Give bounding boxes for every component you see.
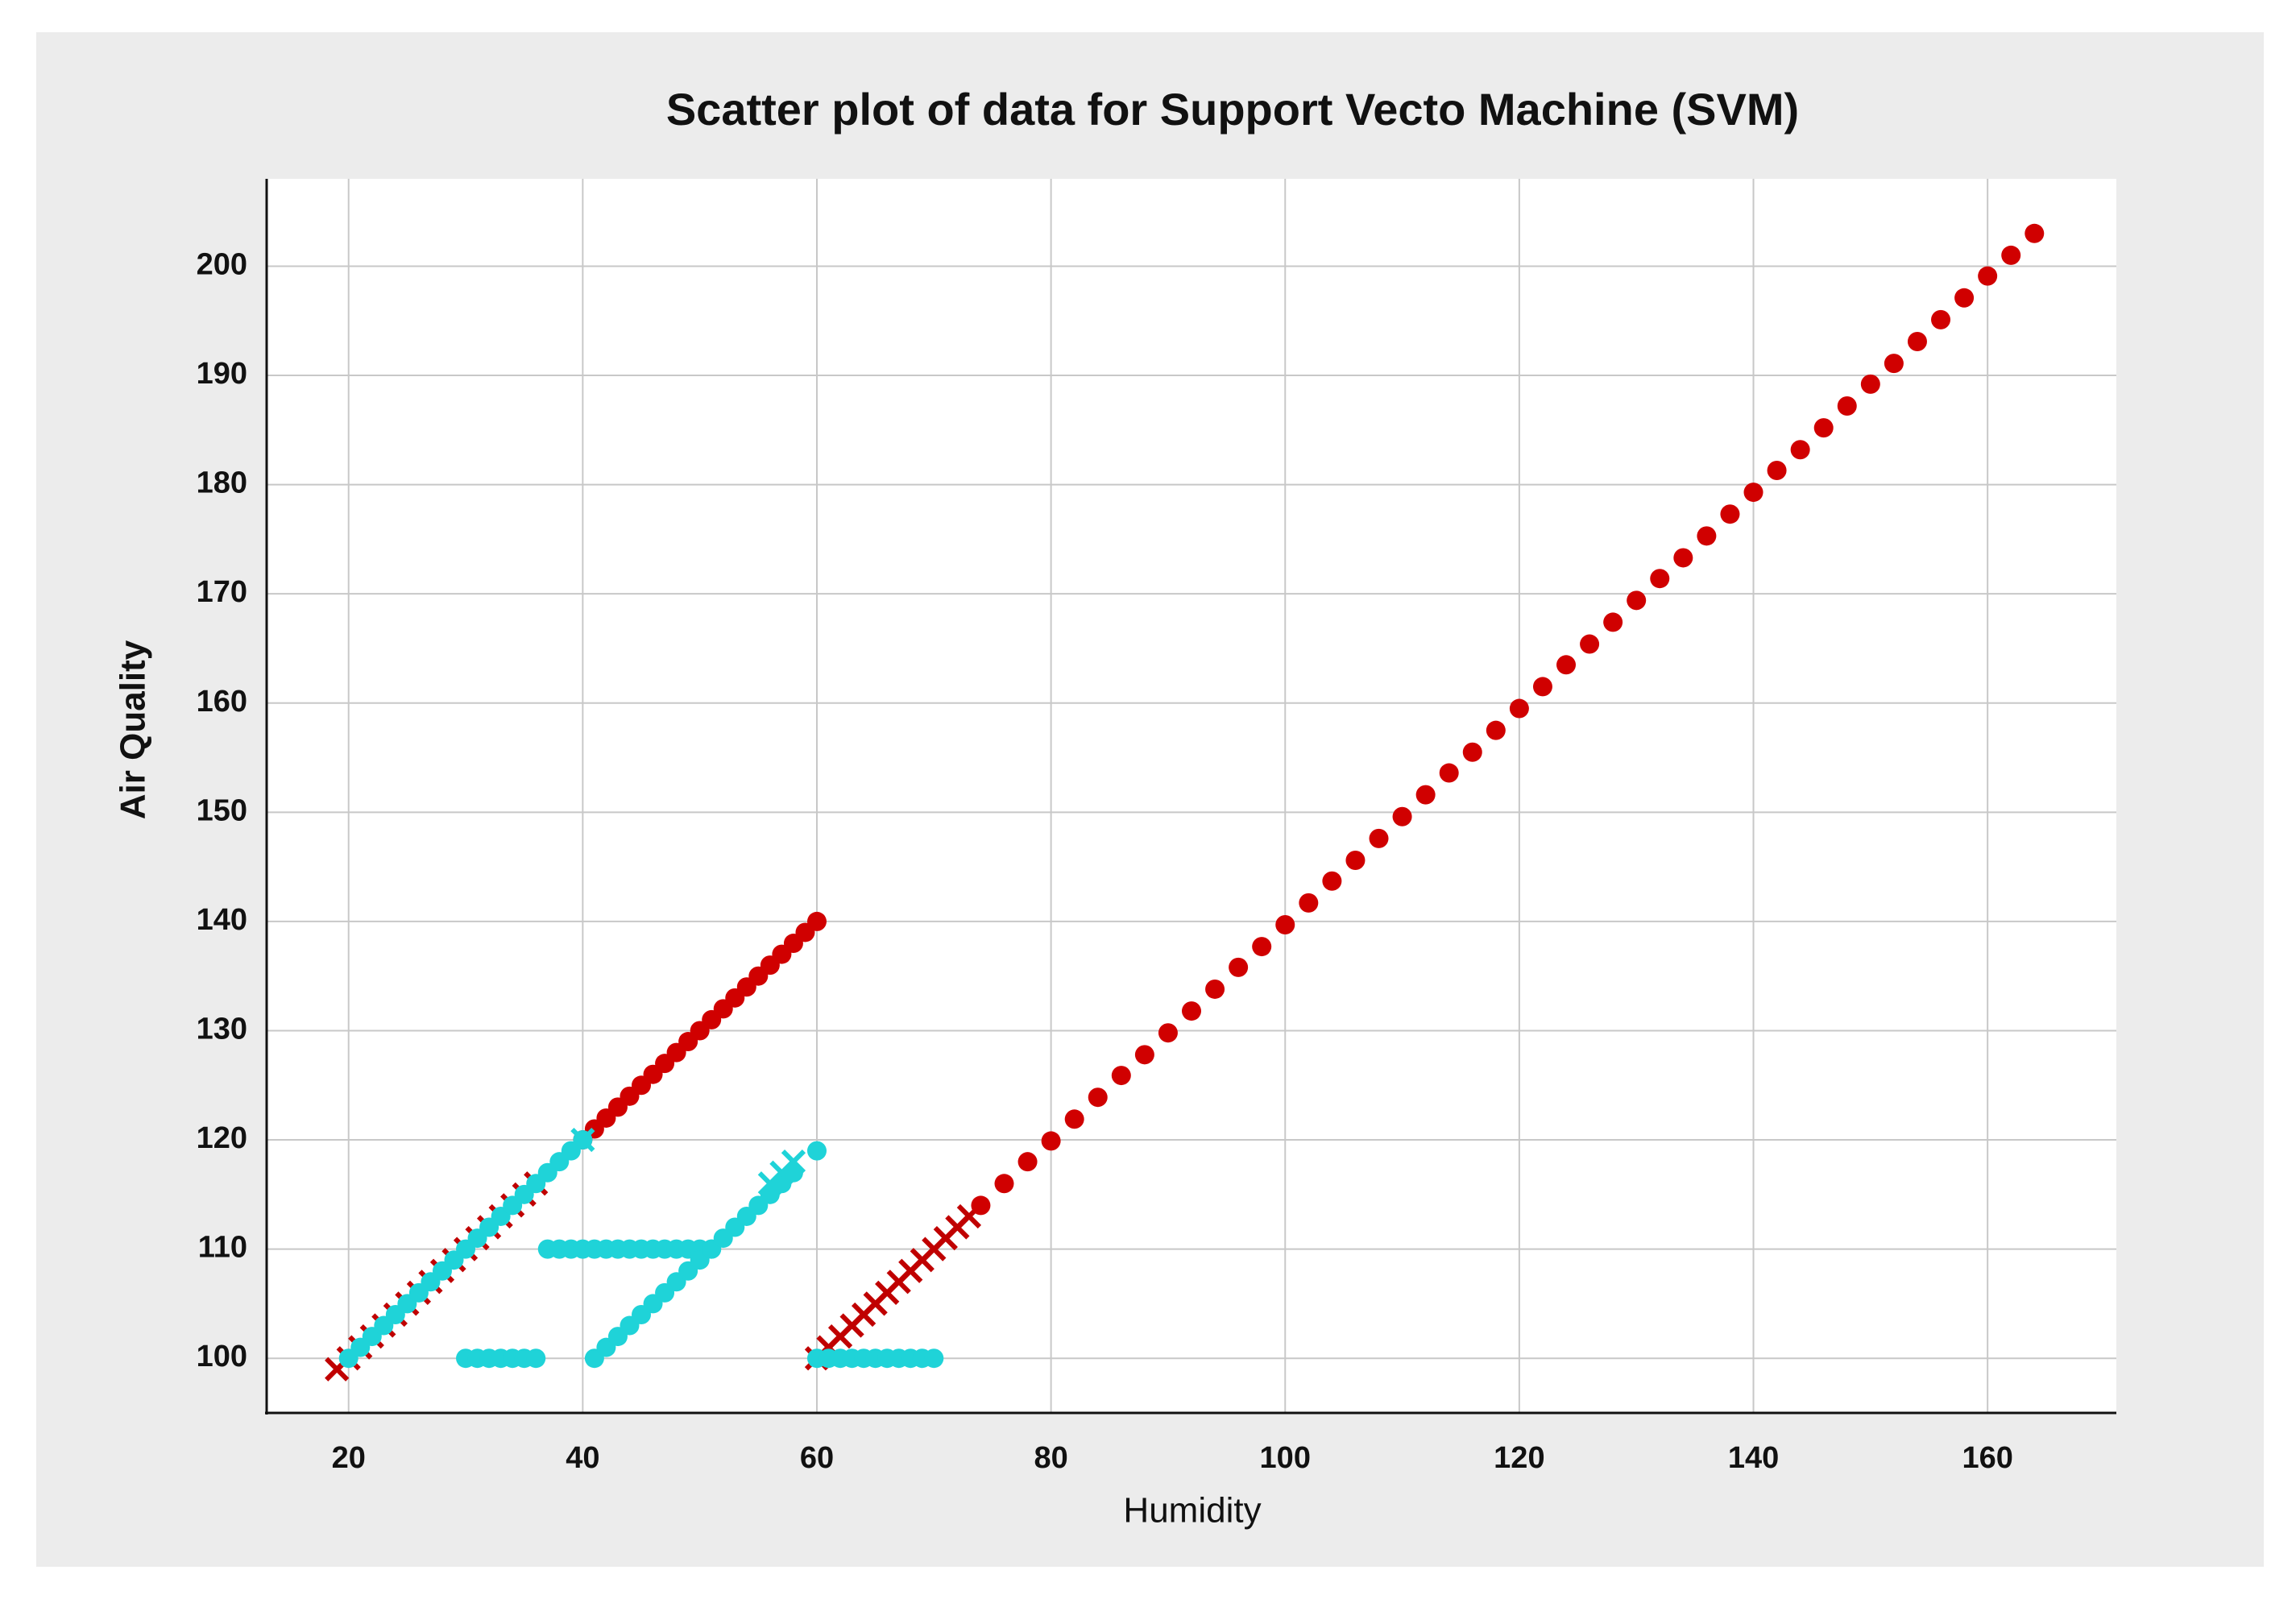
dot-marker [1907,332,1927,352]
dot-marker [1743,483,1763,503]
dot-marker [1697,526,1717,546]
chart-title: Scatter plot of data for Support Vecto M… [666,84,1799,135]
dot-marker [1088,1087,1108,1108]
dot-marker [1556,655,1577,675]
dot-marker [1813,418,1834,438]
y-tick-label: 160 [197,685,247,719]
y-tick-label: 120 [197,1121,247,1155]
dot-marker [1064,1109,1084,1129]
x-tick-label: 120 [1494,1441,1544,1475]
dot-marker [971,1195,991,1216]
x-tick-label: 140 [1728,1441,1779,1475]
dot-marker [1017,1152,1038,1172]
dot-marker [1111,1066,1131,1086]
dot-marker [1392,806,1412,826]
dot-marker [1439,763,1459,783]
grid [267,179,2116,1413]
y-tick-label: 130 [197,1013,247,1046]
dot-marker [1532,677,1552,697]
x-tick-label: 100 [1260,1441,1311,1475]
dot-marker [1931,309,1951,329]
dot-marker [1837,396,1857,416]
dot-marker [2001,245,2021,265]
dot-marker [1790,440,1810,460]
dot-marker [1182,1001,1201,1021]
x-tick-label: 60 [800,1441,834,1475]
y-tick-label: 200 [197,247,247,281]
y-tick-label: 100 [197,1340,247,1373]
x-tick-label: 20 [332,1441,366,1475]
dot-marker [806,1141,827,1161]
dot-marker [1229,957,1249,977]
cross-marker [781,1150,806,1174]
dot-marker [1134,1045,1154,1065]
dot-marker [1673,548,1693,568]
dot-marker [1954,288,1975,308]
dot-marker [1627,590,1647,611]
dot-marker [1767,460,1787,480]
dot-marker [1252,937,1272,957]
x-axis-label: Humidity [1123,1491,1261,1531]
dot-marker [526,1348,546,1369]
dot-marker [1299,893,1319,913]
y-tick-label: 110 [198,1231,247,1265]
dot-marker [1041,1131,1061,1151]
cross-marker [570,1127,595,1153]
y-tick-label: 140 [197,903,247,937]
dot-marker [1978,266,1998,286]
dot-marker [1603,612,1623,632]
y-tick-label: 180 [197,466,247,500]
y-tick-label: 150 [197,793,247,827]
dot-marker [1720,504,1740,524]
y-tick-label: 170 [197,575,247,609]
dot-marker [1860,374,1880,394]
y-axis-label: Air Quality [114,640,153,819]
dot-marker [1158,1023,1178,1043]
dot-marker [1205,979,1225,999]
dot-marker [1884,354,1904,374]
dot-marker [1486,720,1506,740]
dot-marker [1345,850,1366,870]
dot-marker [2025,223,2045,243]
dot-marker [806,911,827,931]
x-tick-label: 160 [1962,1441,2012,1475]
plot-area [267,179,2116,1413]
marks [325,223,2045,1382]
dot-marker [1580,634,1600,654]
x-tick-label: 40 [566,1441,599,1475]
y-tick-label: 190 [197,357,247,391]
dot-marker [1322,871,1342,891]
dot-marker [1509,698,1529,719]
dot-marker [1415,785,1436,805]
dot-marker [1369,828,1389,848]
dot-marker [924,1348,944,1369]
x-tick-label: 80 [1034,1441,1067,1475]
dot-marker [994,1174,1014,1194]
dot-marker [1650,569,1670,589]
dot-marker [1462,742,1482,762]
dot-marker [1275,914,1295,934]
